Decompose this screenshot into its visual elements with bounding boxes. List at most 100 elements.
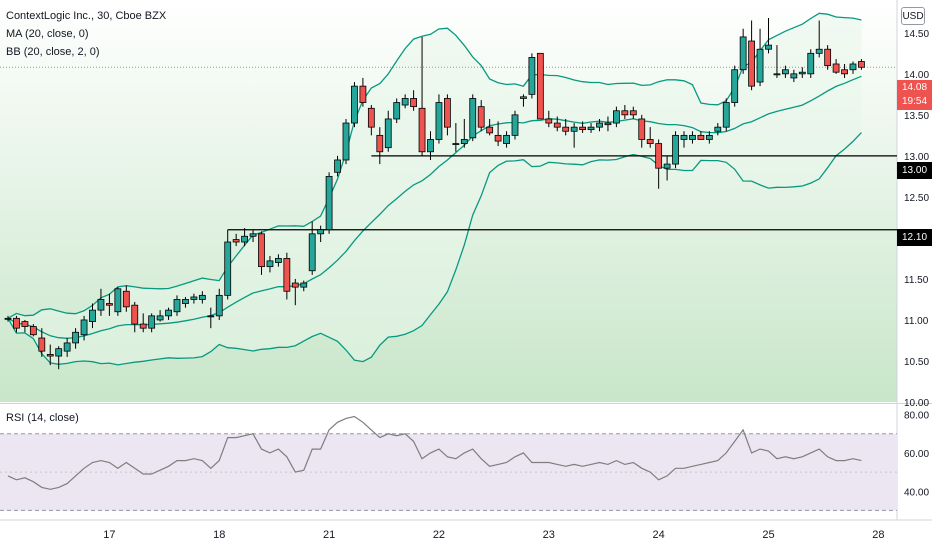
candle-body	[486, 126, 494, 134]
rsi-band	[0, 433, 897, 511]
candle-body	[494, 134, 502, 142]
candle-body	[460, 139, 468, 144]
time-tick-label: 18	[213, 529, 225, 541]
candle-body	[646, 139, 654, 144]
candle-body	[731, 69, 739, 103]
price-tick-label: 14.50	[904, 29, 929, 40]
rsi-line	[7, 415, 862, 490]
candle-body	[418, 107, 426, 153]
rsi-legend[interactable]: RSI (14, close)	[6, 412, 79, 424]
candle-body	[579, 126, 586, 131]
candle-body	[334, 159, 341, 173]
currency-button[interactable]: USD	[901, 7, 925, 25]
rsi-tick-label: 80.00	[904, 411, 929, 422]
candle-body	[849, 63, 857, 71]
candle-body	[638, 118, 646, 140]
candle-body	[427, 139, 434, 153]
bb-band-fill	[8, 13, 862, 365]
candle-body	[672, 134, 679, 165]
candle-body	[55, 348, 63, 357]
candle-body	[13, 317, 20, 329]
ma-legend[interactable]: MA (20, close, 0)	[6, 28, 89, 40]
candle-body	[815, 48, 823, 54]
candle-body	[562, 126, 570, 132]
candle-body	[520, 96, 527, 99]
candle-body	[173, 299, 181, 313]
candle-body	[165, 309, 172, 317]
candle-body	[401, 98, 409, 106]
rsi-tick-label: 60.00	[904, 449, 929, 460]
candle-body	[705, 134, 713, 140]
candle-body	[114, 288, 122, 313]
candle-body	[553, 122, 561, 128]
candle-body	[283, 258, 291, 292]
candle-body	[122, 290, 130, 308]
price-tick-label: 12.50	[904, 193, 929, 204]
candle-body	[858, 61, 865, 68]
candle-body	[46, 354, 54, 357]
countdown-value: 19:54	[901, 96, 928, 107]
candle-body	[384, 118, 392, 149]
candle-body	[38, 337, 46, 352]
candle-body	[308, 233, 316, 272]
candle-body	[503, 134, 510, 144]
candle-body	[748, 40, 755, 87]
candle-body	[63, 342, 71, 352]
candle-body	[21, 321, 29, 327]
price-tick-label: 11.50	[904, 275, 929, 286]
candle-body	[106, 303, 113, 306]
candle-body	[291, 282, 299, 288]
candle-body	[545, 118, 553, 124]
candle-body	[655, 143, 663, 169]
symbol-legend[interactable]: ContextLogic Inc., 30, Cboe BZX	[6, 10, 167, 22]
time-tick-label: 17	[103, 529, 115, 541]
candle-body	[190, 296, 198, 300]
candle-body	[824, 48, 832, 67]
candle-body	[249, 233, 257, 237]
time-tick-label: 25	[762, 529, 774, 541]
candle-body	[511, 114, 519, 136]
candle-body	[477, 106, 485, 128]
candle-body	[765, 44, 772, 50]
candle-body	[367, 107, 375, 128]
candle-body	[266, 260, 274, 268]
rsi-tick-label: 40.00	[904, 487, 929, 498]
candle-body	[629, 110, 637, 116]
price-tick-label: 13.00	[904, 152, 929, 163]
candle-body	[29, 326, 37, 336]
candle-body	[4, 317, 12, 320]
candle-body	[697, 134, 705, 140]
candle-body	[807, 52, 815, 75]
candle-body	[376, 134, 384, 153]
candle-body	[410, 98, 418, 108]
price-tick-label: 13.50	[904, 111, 929, 122]
candle-body	[714, 126, 722, 132]
bb-legend[interactable]: BB (20, close, 2, 0)	[6, 46, 100, 58]
candle-body	[182, 299, 189, 304]
candle-body	[613, 110, 620, 124]
candle-body	[215, 294, 223, 317]
candle-body	[148, 315, 156, 329]
candle-body	[621, 110, 629, 116]
candle-body	[342, 122, 350, 161]
candle-body	[393, 102, 401, 120]
candle-body	[536, 52, 544, 120]
candle-body	[773, 73, 781, 76]
candle-body	[156, 315, 164, 321]
candle-body	[258, 233, 265, 268]
candle-body	[570, 126, 578, 132]
price-tick-label: 10.50	[904, 357, 929, 368]
candle-body	[452, 143, 460, 145]
candle-body	[72, 331, 79, 344]
candle-body	[317, 229, 325, 235]
candle-body	[469, 98, 477, 139]
level-tag-12-10: 12.10	[897, 229, 932, 246]
candle-body	[359, 85, 367, 103]
candle-body	[224, 241, 232, 296]
price-tick-label: 11.00	[904, 316, 929, 327]
candle-body	[528, 57, 536, 95]
candle-body	[604, 122, 612, 126]
time-tick-label: 23	[543, 529, 555, 541]
candle-body	[351, 85, 358, 124]
